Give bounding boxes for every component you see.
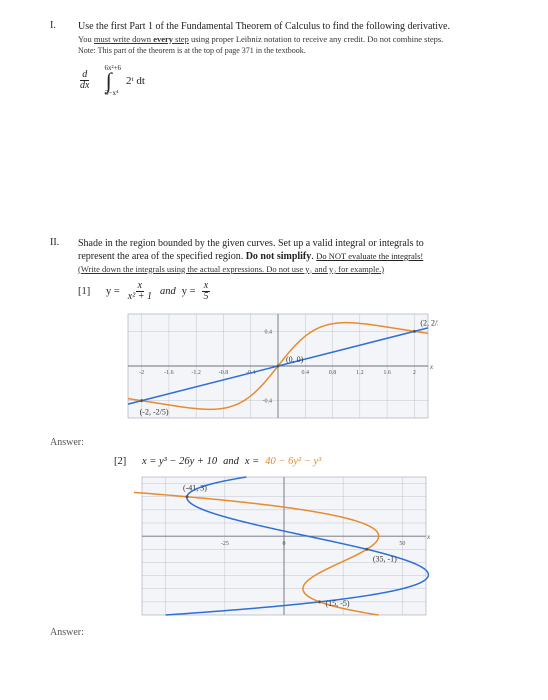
lim-bot: 3−x⁴ — [105, 90, 118, 97]
p1-l2b: must write down — [94, 34, 153, 44]
p1-l2e: using proper Leibniz notation to receive… — [189, 34, 443, 44]
sub2-eqb-pre: x = — [245, 456, 259, 467]
svg-text:(0, 0): (0, 0) — [286, 355, 304, 364]
roman-1: I. — [50, 20, 64, 97]
f2d: 5 — [202, 292, 211, 302]
chart-2: -25050x(-41, 3)(35, -1)(15, -5) — [134, 471, 518, 624]
svg-text:-0.4: -0.4 — [263, 399, 273, 405]
svg-text:-25: -25 — [221, 541, 229, 547]
svg-text:-2: -2 — [139, 370, 144, 376]
p1-l2c: every — [153, 34, 173, 44]
svg-text:-1.6: -1.6 — [164, 370, 174, 376]
svg-text:50: 50 — [399, 541, 405, 547]
answer-2: Answer: — [50, 627, 518, 638]
svg-text:(35, -1): (35, -1) — [373, 554, 397, 563]
sub1-label: [1] — [78, 286, 100, 297]
problem-2-body: Shade in the region bounded by the given… — [78, 237, 518, 431]
sub1-y2a: y = — [182, 286, 196, 297]
roman-2: II. — [50, 237, 64, 431]
sub2-and: and — [223, 456, 239, 467]
svg-text:-0.8: -0.8 — [219, 370, 229, 376]
integral: 6x²+6 ∫ 3−x⁴ — [96, 65, 121, 97]
p2-l2d: Do NOT evaluate the integrals! — [316, 251, 423, 261]
p1-line1: Use the first Part 1 of the Fundamental … — [78, 20, 518, 34]
problem-1: I. Use the first Part 1 of the Fundament… — [50, 20, 518, 97]
f1d: x² + 1 — [126, 292, 154, 302]
p2-l2a: represent the area of the specified regi… — [78, 251, 246, 262]
svg-text:x: x — [429, 363, 434, 371]
p1-formula: d dx 6x²+6 ∫ 3−x⁴ 2ᵗ dt — [78, 65, 518, 97]
svg-text:(-41, 3): (-41, 3) — [183, 484, 207, 493]
sub1-and: and — [160, 286, 176, 297]
integrand: 2ᵗ dt — [126, 75, 145, 87]
svg-text:(2, 2/5): (2, 2/5) — [420, 318, 438, 327]
p2-line3: (Write down the integrals using the actu… — [78, 264, 518, 275]
svg-text:2: 2 — [413, 370, 416, 376]
integral-symbol: ∫ — [106, 72, 112, 90]
p1-l2a: You — [78, 34, 94, 44]
p2-sub2: [2] x = y³ − 26y + 10 and x = 40 − 6y² −… — [114, 456, 518, 624]
svg-text:1.2: 1.2 — [356, 370, 364, 376]
p2-line2: represent the area of the specified regi… — [78, 250, 518, 264]
svg-text:(15, -5): (15, -5) — [326, 599, 350, 608]
p2-sub2-eq: [2] x = y³ − 26y + 10 and x = 40 − 6y² −… — [114, 456, 518, 467]
frac-d: dx — [78, 81, 91, 91]
p2-l2b: Do not simplify — [246, 251, 312, 262]
p1-line2: You must write down every step using pro… — [78, 34, 518, 45]
p1-note: Note: This part of the theorem is at the… — [78, 46, 518, 55]
p1-l2d: step — [173, 34, 189, 44]
svg-text:-1.2: -1.2 — [191, 370, 201, 376]
sub1-frac1: x x² + 1 — [126, 281, 154, 302]
chart-1: -2-1.6-1.2-0.8-0.40.40.81.21.62-0.40.4x(… — [118, 306, 518, 429]
chart-2-svg: -25050x(-41, 3)(35, -1)(15, -5) — [134, 471, 434, 621]
sub1-y1a: y = — [106, 286, 120, 297]
sub2-eqa: x = y³ − 26y + 10 — [142, 456, 217, 467]
svg-text:(-2, -2/5): (-2, -2/5) — [140, 408, 169, 417]
p2-sub1-eq: [1] y = x x² + 1 and y = x 5 — [78, 281, 518, 302]
chart-1-svg: -2-1.6-1.2-0.8-0.40.40.81.21.62-0.40.4x(… — [118, 306, 438, 426]
svg-text:x: x — [426, 533, 431, 541]
sub2-label: [2] — [114, 456, 136, 467]
sub1-frac2: x 5 — [202, 281, 211, 302]
svg-text:0.8: 0.8 — [329, 370, 337, 376]
svg-text:0.4: 0.4 — [302, 370, 310, 376]
ddx-frac: d dx — [78, 70, 91, 91]
problem-2: II. Shade in the region bounded by the g… — [50, 237, 518, 431]
p1-note-text: Note: This part of the theorem is at the… — [78, 46, 306, 55]
answer-1: Answer: — [50, 437, 518, 448]
svg-text:0.4: 0.4 — [265, 329, 273, 335]
p2-line1: Shade in the region bounded by the given… — [78, 237, 518, 251]
sub2-eqb: 40 − 6y² − y³ — [265, 456, 321, 467]
problem-1-body: Use the first Part 1 of the Fundamental … — [78, 20, 518, 97]
svg-text:1.6: 1.6 — [383, 370, 391, 376]
